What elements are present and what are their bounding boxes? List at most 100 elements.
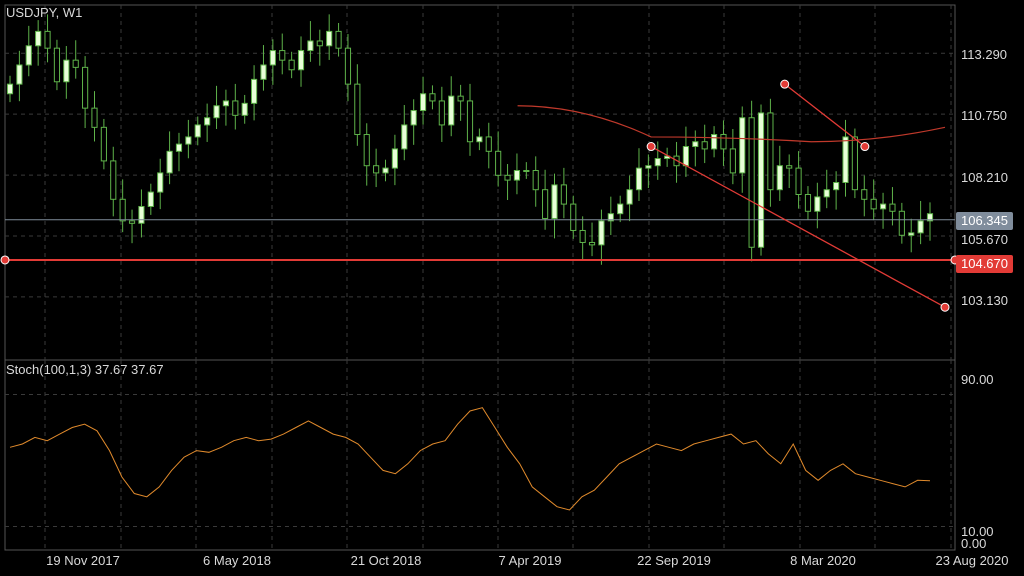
level-price-tag: 104.670 — [956, 255, 1013, 273]
time-tick-label: 23 Aug 2020 — [935, 553, 1009, 568]
candle-body — [25, 45, 32, 66]
candle-body — [44, 30, 51, 49]
candle-body — [72, 59, 79, 68]
trend-line — [650, 145, 946, 308]
level-handle — [0, 255, 10, 265]
candle-body — [82, 66, 89, 109]
price-tick-label: 105.670 — [961, 232, 1008, 247]
candle-body — [833, 182, 840, 191]
trend-line-handle — [860, 142, 870, 152]
candle-body — [222, 100, 229, 107]
time-tick-label: 19 Nov 2017 — [46, 553, 120, 568]
candle-body — [185, 136, 192, 145]
candle-body — [879, 203, 887, 210]
stoch-tick-label: 90.00 — [961, 372, 994, 387]
candle-body — [175, 143, 183, 152]
candle-body — [429, 93, 436, 102]
candle-body — [739, 117, 746, 174]
candle-body — [645, 165, 652, 169]
candle-body — [776, 165, 783, 191]
candle-body — [419, 93, 427, 112]
candle-body — [870, 198, 877, 210]
candle-body — [35, 30, 42, 47]
candle-body — [635, 167, 643, 191]
stochastic-title: Stoch(100,1,3) 37.67 37.67 — [6, 362, 164, 377]
candle-body — [354, 83, 361, 136]
candle-body — [851, 136, 858, 191]
candle-body — [476, 136, 483, 143]
candle-body — [804, 193, 812, 212]
trend-line — [784, 83, 866, 148]
stochastic-line — [9, 407, 931, 511]
candle-body — [523, 170, 530, 173]
candle-body — [513, 170, 521, 181]
trend-line-handle — [940, 302, 950, 312]
candle-body — [617, 203, 624, 215]
candle-body — [297, 50, 305, 71]
candle-body — [63, 59, 70, 83]
candle-body — [532, 170, 539, 191]
stoch-tick-label: 10.00 — [961, 524, 994, 539]
candle-body — [288, 59, 295, 71]
stoch-tick-label: 0.00 — [961, 536, 987, 551]
candle-body — [457, 95, 464, 102]
candle-body — [344, 47, 352, 85]
candle-body — [138, 205, 145, 224]
price-pane-frame — [4, 4, 956, 361]
candle-body — [6, 83, 14, 95]
candle-body — [588, 241, 596, 246]
candle-body — [251, 78, 258, 104]
candle-body — [701, 141, 708, 150]
candle-body — [316, 40, 323, 47]
candle-body — [213, 105, 220, 119]
candle-body — [711, 134, 718, 150]
candle-body — [654, 158, 661, 167]
candle-body — [147, 191, 154, 207]
candle-body — [119, 198, 126, 222]
candle-body — [194, 124, 201, 138]
time-tick-label: 21 Oct 2018 — [350, 553, 422, 568]
candle-body — [373, 165, 380, 174]
trend-line-handle — [780, 79, 790, 89]
candle-body — [908, 232, 915, 236]
candle-body — [110, 160, 117, 200]
candle-body — [692, 141, 699, 148]
price-tick-label: 113.290 — [961, 47, 1008, 62]
candle-body — [814, 196, 821, 212]
candle-body — [570, 203, 577, 231]
candle-body — [598, 220, 605, 246]
candle-body — [91, 107, 98, 128]
candle-body — [166, 150, 173, 174]
candle-body — [842, 136, 849, 183]
candle-body — [448, 95, 455, 126]
candle-body — [504, 174, 511, 181]
candle-body — [898, 210, 905, 236]
candle-body — [100, 126, 107, 162]
candle-body — [485, 136, 492, 152]
candle-body — [551, 184, 558, 219]
bid-price-tag: 106.345 — [956, 212, 1013, 230]
candle-body — [607, 213, 614, 222]
time-tick-label: 7 Apr 2019 — [498, 553, 562, 568]
candle-body — [861, 189, 868, 200]
candle-body — [917, 220, 924, 234]
candle-body — [729, 148, 736, 174]
time-tick-label: 8 Mar 2020 — [790, 553, 856, 568]
candle-body — [382, 167, 389, 174]
candle-body — [560, 184, 567, 205]
candle-body — [767, 112, 774, 191]
candle-body — [748, 117, 755, 248]
candle-body — [204, 117, 211, 126]
candle-body — [438, 100, 445, 126]
time-tick-label: 6 May 2018 — [203, 553, 271, 568]
candle-body — [926, 213, 934, 222]
candle-body — [495, 150, 502, 176]
candle-body — [326, 30, 333, 47]
moving-average-line — [517, 105, 946, 143]
candle-body — [157, 172, 164, 193]
candle-body — [795, 167, 802, 195]
candle-body — [466, 100, 474, 143]
price-tick-label: 110.750 — [961, 108, 1008, 123]
